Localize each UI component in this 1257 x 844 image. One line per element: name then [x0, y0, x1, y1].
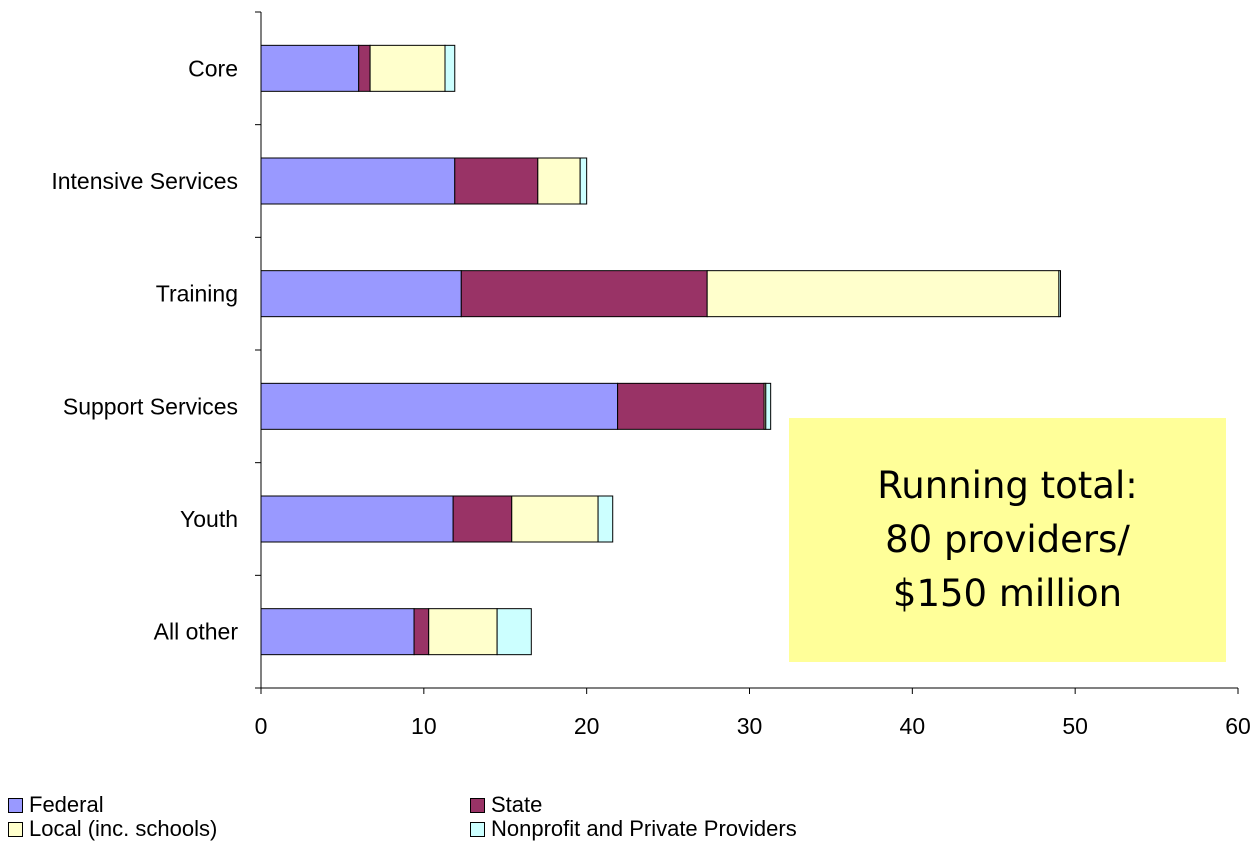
bar-segment-state	[452, 495, 513, 543]
bar-segment-state	[413, 608, 430, 656]
legend-swatch-nonprofit	[470, 821, 485, 837]
x-tick-label: 30	[737, 713, 763, 739]
legend-label-state: State	[491, 792, 543, 817]
bar-segment-nonprofit-and-private-providers	[597, 495, 614, 543]
bar-segment-local-inc-schools	[369, 44, 446, 92]
category-label: Training	[156, 281, 238, 307]
legend-label-nonprofit: Nonprofit and Private Providers	[491, 816, 797, 841]
bar-segment-nonprofit-and-private-providers	[444, 44, 456, 92]
category-label: Core	[188, 55, 238, 81]
x-tick-label: 0	[255, 713, 268, 739]
legend-item-federal: Federal	[8, 792, 104, 818]
category-label: Youth	[180, 506, 238, 532]
x-tick-label: 10	[411, 713, 437, 739]
bar-segment-federal	[260, 608, 415, 656]
bar-segment-federal	[260, 44, 360, 92]
legend-item-nonprofit: Nonprofit and Private Providers	[470, 816, 797, 842]
bar-segment-federal	[260, 495, 454, 543]
bar-segment-state	[617, 382, 765, 430]
category-label: Intensive Services	[51, 168, 238, 194]
x-tick-label: 20	[574, 713, 600, 739]
legend-label-local: Local (inc. schools)	[29, 816, 218, 841]
bar-segment-local-inc-schools	[428, 608, 498, 656]
bar-segment-state	[358, 44, 371, 92]
bar-segment-federal	[260, 382, 619, 430]
bar-segment-nonprofit-and-private-providers	[496, 608, 532, 656]
x-tick-label: 40	[900, 713, 926, 739]
bar-segment-nonprofit-and-private-providers	[765, 382, 772, 430]
running-total-callout: Running total: 80 providers/ $150 millio…	[789, 418, 1226, 662]
bar-segment-local-inc-schools	[706, 270, 1060, 318]
bar-segment-state	[460, 270, 708, 318]
callout-line-2: 80 providers/	[885, 518, 1130, 561]
bar-segment-federal	[260, 270, 462, 318]
legend-swatch-state	[470, 797, 485, 813]
legend-swatch-local	[8, 821, 23, 837]
x-tick-label: 60	[1225, 713, 1251, 739]
callout-line-1: Running total:	[877, 464, 1138, 507]
category-label: All other	[154, 619, 239, 645]
callout-line-3: $150 million	[892, 572, 1123, 615]
legend-label-federal: Federal	[29, 792, 104, 817]
category-label: Support Services	[63, 393, 238, 419]
bar-segment-federal	[260, 157, 456, 205]
x-tick-label: 50	[1062, 713, 1088, 739]
bar-segment-state	[454, 157, 539, 205]
bar-segment-nonprofit-and-private-providers	[579, 157, 588, 205]
bar-segment-local-inc-schools	[511, 495, 599, 543]
bar-segment-nonprofit-and-private-providers	[1058, 270, 1062, 318]
legend-item-state: State	[470, 792, 542, 818]
legend-swatch-federal	[8, 797, 23, 813]
bar-segment-local-inc-schools	[537, 157, 581, 205]
legend-item-local: Local (inc. schools)	[8, 816, 217, 842]
